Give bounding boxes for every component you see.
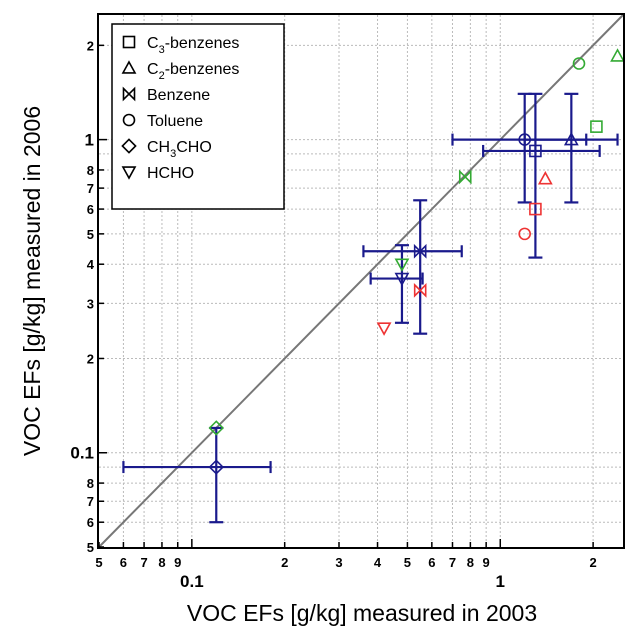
x-tick-label: 9 (483, 555, 490, 570)
legend-label: HCHO (147, 165, 194, 182)
y-tick-label: 8 (87, 163, 94, 178)
y-tick-label: 2 (87, 351, 94, 366)
y-tick-label: 8 (87, 476, 94, 491)
legend: C3-benzenes C2-benzenes Benzene Toluene CH3C… (111, 23, 285, 210)
data-point-diamond (208, 459, 224, 475)
plot-area-frame (97, 13, 625, 549)
legend-label: Benzene (147, 87, 210, 104)
y-tick-label: 0.1 (70, 444, 94, 463)
data-point-triangle-up (563, 131, 579, 146)
y-tick-label: 7 (87, 181, 94, 196)
data-point-group (610, 48, 625, 62)
y-tick-label: 7 (87, 494, 94, 509)
data-point-bowtie (458, 169, 472, 185)
data-point-group (376, 322, 392, 336)
y-tick-label: 6 (87, 515, 94, 530)
y-tick-label: 2 (87, 38, 94, 53)
legend-item: C2-benzenes (121, 60, 239, 82)
data-point-group (529, 202, 542, 216)
data-point-circle (572, 57, 586, 70)
legend-item: HCHO (121, 165, 194, 182)
data-point-triangle-down (394, 258, 410, 272)
x-tick-label: 8 (467, 555, 474, 570)
x-tick-label: 7 (140, 555, 147, 570)
data-point-group (208, 420, 224, 436)
data-point-diamond (208, 420, 224, 436)
data-point-group (590, 120, 603, 133)
x-tick-label: 6 (428, 555, 435, 570)
x-tick-label: 8 (158, 555, 165, 570)
data-point-group (394, 258, 410, 272)
x-tick-label: 1 (496, 572, 505, 591)
data-point-group (523, 92, 619, 204)
legend-item: Benzene (122, 86, 210, 104)
x-tick-label: 0.1 (180, 572, 204, 591)
y-tick-label: 5 (87, 227, 94, 242)
data-point-group (572, 57, 586, 70)
y-tick-label: 4 (87, 257, 95, 272)
legend-item: C3-benzenes (122, 35, 239, 56)
x-tick-label: 7 (449, 555, 456, 570)
legend-marker-triangle-up (121, 60, 137, 74)
legend-marker-square (122, 35, 136, 49)
data-point-group (537, 171, 553, 185)
data-point-group (369, 244, 424, 324)
x-tick-label: 3 (335, 555, 342, 570)
legend-label: CH3CHO (147, 139, 212, 160)
data-point-group (122, 426, 272, 524)
y-tick-label: 3 (87, 296, 94, 311)
legend-marker-circle (122, 113, 136, 127)
data-point-group (413, 282, 427, 298)
data-marks (122, 48, 625, 524)
x-tick-label: 6 (120, 555, 127, 570)
legend-box (111, 23, 285, 210)
data-point-group (518, 227, 531, 241)
y-axis-title: VOC EFs [g/kg] measured in 2006 (19, 106, 45, 456)
data-point-group (458, 169, 472, 185)
data-point-bowtie (413, 243, 427, 259)
data-point-square (590, 120, 603, 133)
data-point-triangle-up (537, 171, 553, 185)
x-tick-label: 2 (281, 555, 288, 570)
data-point-square (529, 144, 542, 158)
data-point-group (482, 92, 601, 259)
y-tick-label: 6 (87, 202, 94, 217)
data-point-triangle-down (376, 322, 392, 336)
legend-marker-triangle-down (121, 166, 137, 180)
legend-item: Toluene (122, 113, 203, 130)
data-point-group (451, 92, 588, 204)
x-tick-label: 5 (95, 555, 102, 570)
x-tick-label: 5 (404, 555, 411, 570)
y-tick-label: 1 (85, 131, 94, 150)
x-axis-title: VOC EFs [g/kg] measured in 2003 (187, 600, 537, 626)
legend-marker-bowtie (122, 86, 136, 102)
data-point-triangle-down (394, 272, 410, 287)
data-point-triangle-up (610, 48, 625, 62)
x-tick-label: 2 (589, 555, 596, 570)
data-point-bowtie (413, 282, 427, 298)
x-tick-label: 9 (174, 555, 181, 570)
legend-label: Toluene (147, 113, 203, 130)
y-tick-label: 5 (87, 540, 94, 555)
data-point-circle (518, 227, 531, 241)
data-point-square (529, 202, 542, 216)
legend-item: CH3CHO (121, 138, 212, 160)
data-point-group (362, 199, 463, 335)
legend-label: C3-benzenes (147, 35, 239, 56)
legend-marker-diamond (121, 138, 137, 154)
x-tick-label: 4 (374, 555, 382, 570)
legend-label: C2-benzenes (147, 61, 239, 82)
